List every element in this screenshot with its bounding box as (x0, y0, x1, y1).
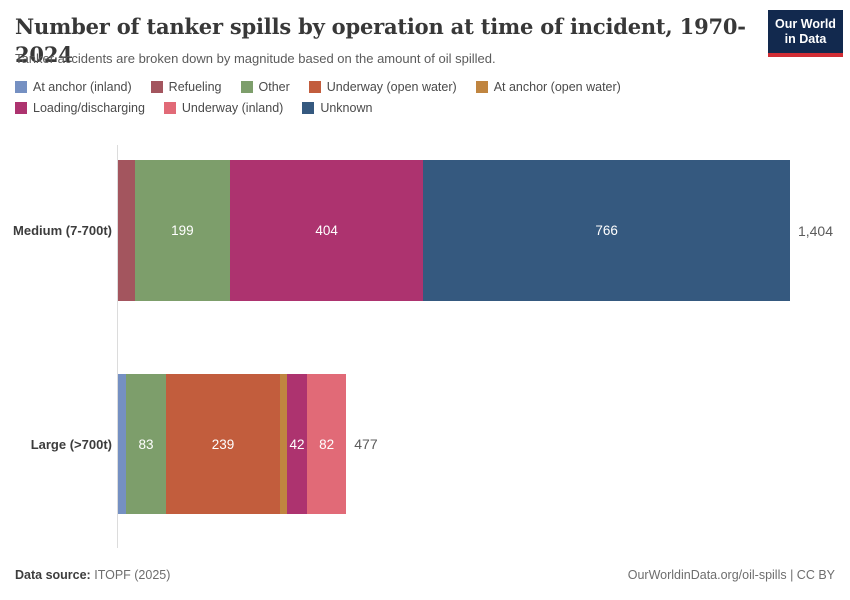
owid-logo[interactable]: Our World in Data (768, 10, 843, 57)
legend-swatch-icon (163, 102, 176, 114)
stacked-bar-large[interactable]: 83 239 42 82 (118, 374, 347, 514)
legend-label: Underway (inland) (181, 101, 284, 115)
chart-title: Number of tanker spills by operation at … (15, 14, 746, 67)
y-axis-line (117, 145, 118, 548)
legend-item-other: Other (240, 80, 290, 94)
legend: At anchor (inland) Refueling Other Underway… (15, 80, 745, 115)
legend-label: Refueling (168, 80, 222, 94)
legend-swatch-icon (240, 81, 253, 93)
legend-swatch-icon (302, 102, 315, 114)
bar-segment-refueling[interactable] (118, 160, 135, 301)
legend-label: Unknown (320, 101, 373, 115)
legend-label: Loading/discharging (33, 101, 145, 115)
legend-swatch-icon (308, 81, 321, 93)
legend-item-loading-discharging: Loading/discharging (15, 101, 145, 115)
legend-item-underway-inland: Underway (inland) (163, 101, 284, 115)
legend-item-at-anchor-inland: At anchor (inland) (15, 80, 132, 94)
category-label-large: Large (>700t) (30, 437, 112, 452)
category-label-medium: Medium (7-700t) (13, 223, 112, 238)
bar-segment-underway-open-water[interactable]: 239 (165, 374, 281, 514)
bar-segment-at-anchor-inland[interactable] (118, 374, 127, 514)
bar-segment-loading-discharging[interactable]: 404 (229, 160, 424, 301)
bar-row-large: 83 239 42 82 477 (118, 374, 378, 514)
legend-label: Underway (open water) (326, 80, 457, 94)
bar-segment-other[interactable]: 83 (126, 374, 166, 514)
footer: Data source: ITOPF (2025) OurWorldinData… (15, 568, 835, 582)
owid-logo-accent-bar (768, 53, 843, 57)
legend-swatch-icon (475, 81, 488, 93)
legend-item-at-anchor-open-water: At anchor (open water) (475, 80, 621, 94)
legend-label: Other (258, 80, 290, 94)
legend-label: At anchor (open water) (493, 80, 621, 94)
legend-item-underway-open-water: Underway (open water) (308, 80, 457, 94)
owid-logo-line2: in Data (784, 31, 827, 46)
stacked-bar-medium[interactable]: 199 404 766 (118, 160, 790, 301)
data-source-value[interactable]: ITOPF (2025) (94, 568, 171, 582)
owid-logo-box: Our World in Data (768, 10, 843, 53)
legend-label: At anchor (inland) (33, 80, 132, 94)
owid-logo-line1: Our World (775, 16, 836, 31)
bar-segment-at-anchor-open-water[interactable] (280, 374, 287, 514)
bar-segment-unknown[interactable]: 766 (423, 160, 790, 301)
data-source-label: Data source: (15, 568, 91, 582)
chart-subtitle: Tanker accidents are broken down by magn… (15, 51, 496, 66)
legend-swatch-icon (15, 81, 27, 93)
bar-segment-loading-discharging[interactable]: 42 (286, 374, 308, 514)
bar-total-label-large: 477 (354, 436, 378, 452)
data-source: Data source: ITOPF (2025) (15, 568, 170, 582)
legend-swatch-icon (150, 81, 163, 93)
bar-total-label-medium: 1,404 (797, 222, 834, 239)
legend-item-refueling: Refueling (150, 80, 222, 94)
legend-swatch-icon (15, 102, 27, 114)
footer-rights-link[interactable]: OurWorldinData.org/oil-spills | CC BY (627, 568, 835, 582)
legend-item-unknown: Unknown (302, 101, 372, 115)
bar-segment-underway-inland[interactable]: 82 (307, 374, 347, 514)
bar-row-medium: 199 404 766 1,404 (118, 160, 833, 301)
bar-segment-other[interactable]: 199 (134, 160, 230, 301)
